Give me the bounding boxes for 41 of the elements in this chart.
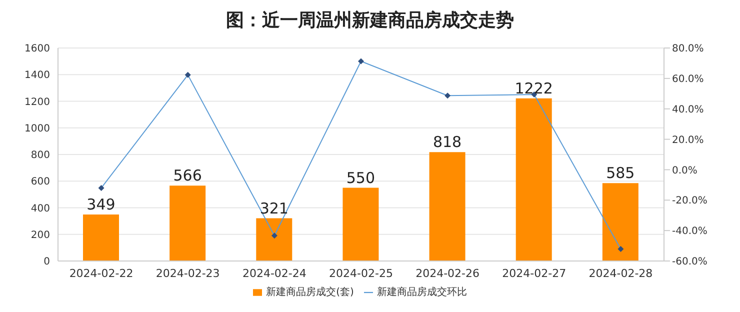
y2-tick-label: -20.0%	[672, 196, 708, 207]
y-tick-label: 0	[44, 256, 50, 268]
x-tick-label: 2024-02-23	[156, 266, 220, 280]
y2-tick-label: 0.0%	[672, 165, 698, 176]
bar	[516, 98, 552, 261]
chart-title: 图：近一周温州新建商品房成交走势	[225, 9, 515, 33]
bar	[429, 152, 466, 261]
x-tick-label: 2024-02-26	[416, 266, 480, 280]
y2-tick-label: 60.0%	[672, 74, 704, 85]
data-label: 566	[173, 166, 202, 185]
legend-label: 新建商品房成交(套)	[266, 287, 354, 298]
data-label: 1222	[514, 79, 553, 98]
y-tick-label: 1400	[24, 70, 50, 82]
x-tick-label: 2024-02-28	[588, 266, 653, 280]
y-tick-label: 1600	[24, 44, 50, 55]
y2-tick-label: -60.0%	[672, 256, 708, 268]
y2-tick-label: 20.0%	[672, 134, 704, 146]
y-tick-label: 600	[30, 176, 50, 188]
x-tick-label: 2024-02-22	[69, 266, 134, 280]
x-tick-label: 2024-02-25	[329, 266, 393, 280]
y-tick-label: 800	[30, 150, 50, 162]
bar	[602, 183, 638, 261]
x-tick-label: 2024-02-24	[242, 266, 306, 280]
y-tick-label: 1000	[24, 123, 50, 134]
data-label: 321	[260, 199, 288, 218]
legend-label: 新建商品房成交环比	[376, 287, 467, 298]
y-tick-label: 400	[30, 203, 50, 214]
data-label: 550	[346, 168, 376, 187]
y2-tick-label: 40.0%	[672, 104, 704, 116]
data-label: 818	[432, 133, 462, 152]
bar	[256, 218, 292, 261]
x-tick-label: 2024-02-27	[502, 266, 566, 280]
bar	[170, 186, 206, 261]
data-label: 585	[606, 164, 635, 182]
y2-tick-label: 80.0%	[672, 44, 704, 55]
y2-tick-label: -40.0%	[672, 226, 708, 238]
y-tick-label: 200	[30, 230, 50, 241]
y-tick-label: 1200	[24, 96, 50, 108]
bar	[342, 188, 379, 261]
data-label: 349	[86, 196, 116, 214]
bar	[83, 214, 119, 261]
